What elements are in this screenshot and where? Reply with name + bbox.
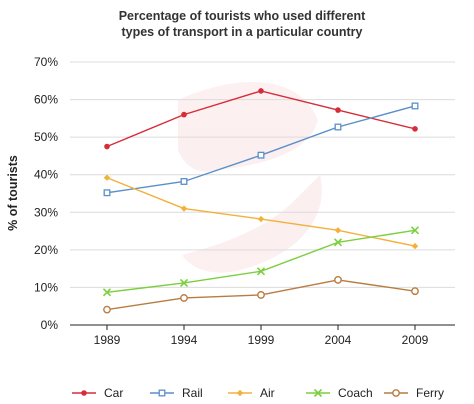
legend-label: Ferry: [416, 386, 444, 400]
chart-title-line-2: types of transport in a particular count…: [121, 25, 362, 39]
y-tick-label: 50%: [34, 130, 58, 144]
air-point: [334, 227, 342, 234]
car-point: [335, 107, 341, 113]
series-air: [103, 174, 419, 250]
y-axis-label: % of tourists: [6, 155, 20, 231]
axes: 0% 10% 20% 30% 40% 50% 60% 70% 1989 1994 1999 2004 2…: [34, 55, 455, 347]
rail-point: [180, 178, 188, 185]
legend-label: Coach: [338, 386, 373, 400]
series-layer: [102, 88, 420, 314]
y-tick-label: 70%: [34, 55, 58, 69]
watermark: [178, 81, 322, 273]
x-tick-label: 1989: [94, 333, 121, 347]
series-rail: [103, 102, 419, 197]
legend-item-ferry: Ferry: [384, 386, 444, 400]
y-tick-label: 30%: [34, 205, 58, 219]
series-ferry: [103, 276, 419, 314]
y-tick-label: 0%: [41, 318, 59, 332]
ferry-point: [180, 294, 188, 302]
series-coach: [102, 226, 420, 297]
car-point: [258, 88, 264, 94]
legend-item-car: Car: [72, 386, 123, 400]
coach-point: [256, 267, 266, 276]
legend-item-air: Air: [228, 386, 275, 400]
coach-point: [179, 278, 189, 287]
air-point: [411, 242, 419, 250]
ferry-point: [334, 276, 342, 284]
series-car: [104, 88, 418, 150]
x-tick-label: 2004: [325, 333, 352, 347]
x-tick-label: 2009: [402, 333, 429, 347]
rail-point: [103, 189, 111, 197]
y-tick-label: 20%: [34, 243, 58, 257]
legend-item-coach: Coach: [306, 386, 373, 400]
legend-marker: [81, 390, 87, 396]
rail-point: [411, 102, 419, 110]
chart-title-line-1: Percentage of tourists who used differen…: [119, 9, 366, 23]
car-point: [104, 143, 110, 150]
legend: Car Rail Air Coach Ferry: [72, 386, 444, 400]
gridlines: [70, 61, 455, 288]
ferry-point: [103, 305, 111, 314]
air-point: [103, 174, 111, 181]
coach-point: [102, 288, 112, 297]
legend-item-rail: Rail: [150, 386, 203, 400]
coach-point: [410, 226, 420, 235]
car-point: [412, 126, 418, 132]
y-tick-label: 60%: [34, 93, 58, 107]
legend-label: Rail: [182, 386, 203, 400]
ferry-point: [257, 291, 265, 299]
legend-marker: [236, 389, 244, 397]
rail-point: [334, 123, 342, 131]
legend-marker: [313, 388, 323, 398]
y-tick-label: 40%: [34, 168, 58, 182]
air-point: [180, 205, 188, 212]
ferry-point: [411, 287, 419, 296]
legend-marker: [158, 389, 166, 397]
air-point: [257, 215, 265, 223]
legend-label: Air: [260, 386, 275, 400]
x-tick-label: 1994: [171, 333, 198, 347]
legend-marker: [392, 389, 400, 397]
x-tick-label: 1999: [248, 333, 275, 347]
car-point: [181, 111, 187, 118]
rail-point: [257, 151, 265, 159]
y-tick-label: 10%: [34, 280, 58, 294]
coach-point: [333, 238, 343, 247]
legend-label: Car: [104, 386, 123, 400]
